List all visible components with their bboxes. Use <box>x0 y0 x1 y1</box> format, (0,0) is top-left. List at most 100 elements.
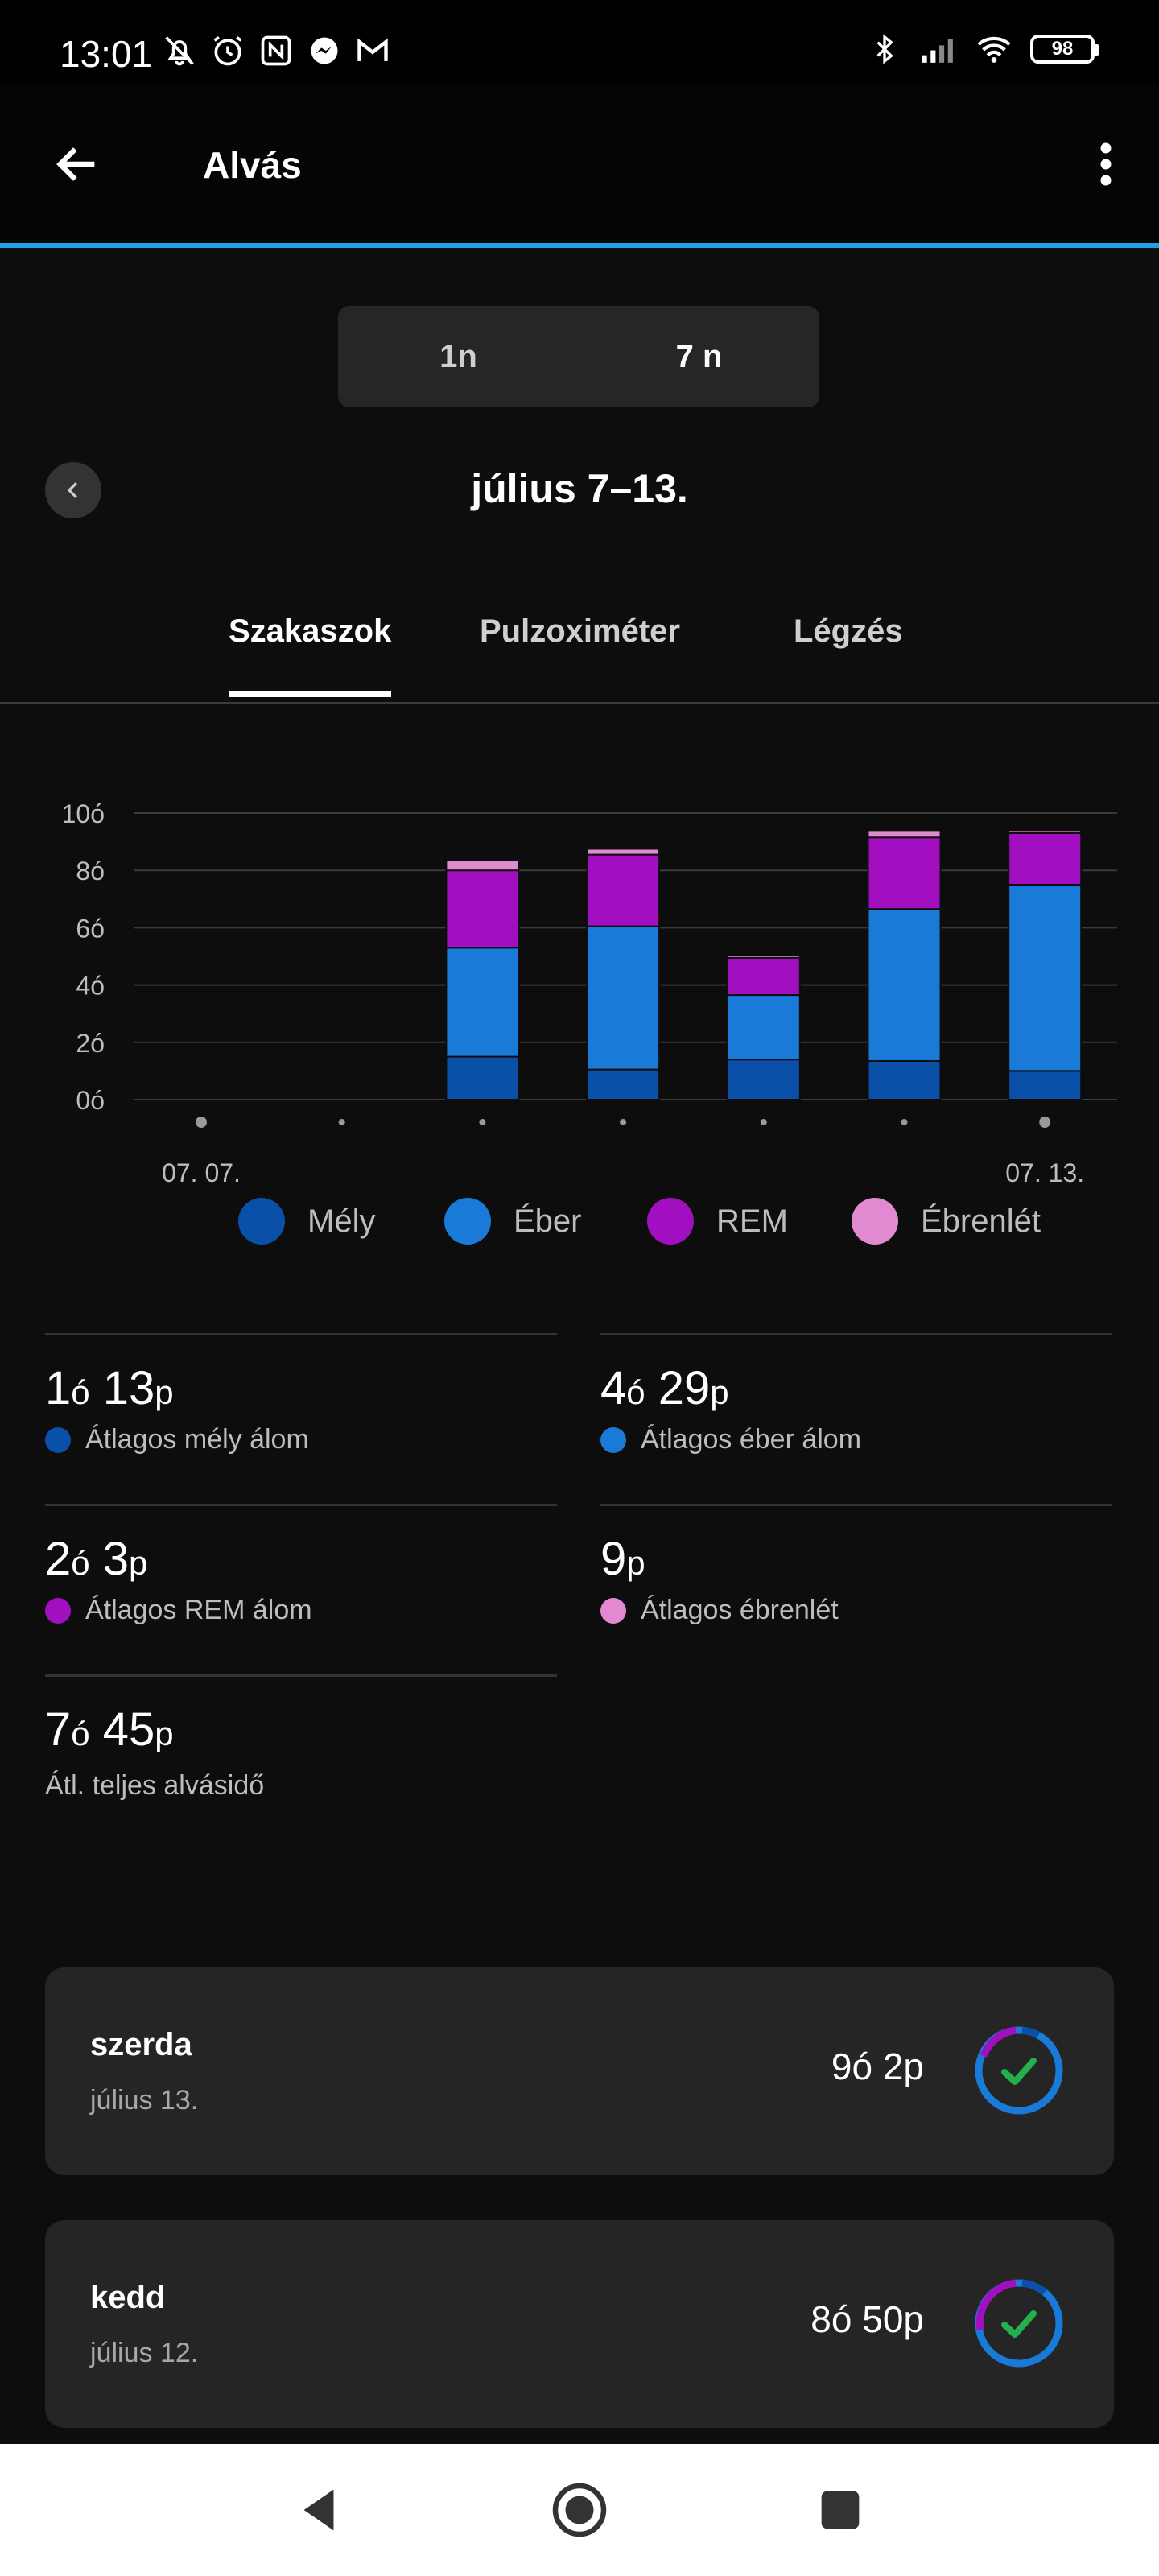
y-tick-label: 0ó <box>76 1086 105 1115</box>
legend-dot <box>238 1198 285 1245</box>
x-tick-dot <box>1039 1117 1051 1128</box>
bar-segment-ébrenlét <box>445 859 520 872</box>
y-tick-label: 10ó <box>62 799 105 828</box>
bar-segment-rem <box>586 853 661 927</box>
bar-segment-rem <box>726 956 801 997</box>
card-duration: 9ó 2p <box>831 2046 924 2087</box>
tab-legzes[interactable]: Légzés <box>794 613 903 649</box>
battery-icon: 98 <box>1030 35 1099 64</box>
bar-segment-ébrenlét <box>1008 829 1083 834</box>
more-vertical-icon <box>1100 142 1112 186</box>
chevron-left-icon <box>67 482 77 498</box>
nav-home-button[interactable] <box>549 2479 610 2541</box>
bar-segment-mély <box>1008 1070 1083 1100</box>
x-tick-label-last: 07. 13. <box>1005 1158 1084 1187</box>
day-card-kedd[interactable]: kedd július 12. 8ó 50p <box>45 2220 1114 2428</box>
square-recents-icon <box>821 2491 860 2529</box>
x-tick-dot <box>196 1117 207 1128</box>
x-tick-label-first: 07. 07. <box>162 1158 241 1187</box>
stat-avg-total: 7ó 45p Átl. teljes alvásidő <box>45 1674 557 1847</box>
awake-dot <box>600 1597 626 1624</box>
nav-back-button[interactable] <box>288 2479 349 2541</box>
bar-segment-rem <box>445 869 520 949</box>
bar-segment-mély <box>586 1068 661 1100</box>
messenger-icon <box>306 32 343 69</box>
card-day: szerda <box>90 2027 192 2062</box>
y-tick-label: 4ó <box>76 972 105 1001</box>
stat-label: Átlagos REM álom <box>45 1595 312 1626</box>
stat-value: 4ó 29p <box>600 1362 729 1414</box>
bar-segment-mély <box>445 1055 520 1101</box>
status-time: 13:01 <box>60 33 153 75</box>
nfc-icon <box>258 32 295 69</box>
nav-recents-button[interactable] <box>810 2479 871 2541</box>
stat-value: 2ó 3p <box>45 1533 148 1585</box>
y-tick-label: 8ó <box>76 857 105 886</box>
period-toggle: 1n 7 n <box>338 306 819 407</box>
sleep-ring-check-icon <box>975 2026 1063 2115</box>
stat-label: Átlagos ébrenlét <box>600 1595 839 1626</box>
bar-segment-ébrenlét <box>726 954 801 959</box>
status-icons-right: 98 <box>866 31 1099 68</box>
x-tick-dot <box>338 1119 345 1125</box>
overflow-menu-button[interactable] <box>1075 134 1136 195</box>
x-tick-dot <box>901 1119 908 1125</box>
bar-segment-mély <box>867 1059 942 1101</box>
status-icons-left <box>161 32 391 69</box>
legend-item-mely: Mély <box>238 1198 375 1245</box>
bar-segment-éber <box>586 925 661 1071</box>
legend-dot <box>647 1198 694 1245</box>
stat-avg-rem: 2ó 3p Átlagos REM álom <box>45 1504 557 1677</box>
tab-szakaszok[interactable]: Szakaszok <box>229 613 392 649</box>
stat-label: Átlagos mély álom <box>45 1424 309 1455</box>
signal-icon <box>921 31 958 68</box>
card-date: július 12. <box>90 2338 199 2368</box>
app-bar: Alvás <box>0 85 1159 243</box>
gmail-icon <box>354 32 391 69</box>
legend-item-eber: Éber <box>444 1198 582 1245</box>
x-tick-dot <box>760 1119 767 1125</box>
rem-dot <box>45 1597 71 1624</box>
card-duration: 8ó 50p <box>810 2298 924 2340</box>
back-button[interactable] <box>47 134 108 195</box>
legend-dot <box>852 1198 898 1245</box>
stat-avg-light: 4ó 29p Átlagos éber álom <box>600 1333 1112 1506</box>
legend-label: REM <box>716 1203 788 1239</box>
system-nav-bar <box>0 2444 1159 2576</box>
tab-bar: Szakaszok Pulzoximéter Légzés <box>0 602 1159 704</box>
previous-period-button[interactable] <box>45 462 101 518</box>
bar-segment-ébrenlét <box>867 829 942 839</box>
legend-label: Éber <box>514 1203 582 1239</box>
bar-segment-éber <box>1008 884 1083 1072</box>
accent-divider <box>0 243 1159 248</box>
x-tick-dot <box>620 1119 627 1125</box>
legend-item-rem: REM <box>647 1198 788 1245</box>
bar-segment-ébrenlét <box>586 848 661 856</box>
tab-pulzoximeter[interactable]: Pulzoximéter <box>480 613 680 649</box>
stat-label: Átl. teljes alvásidő <box>45 1770 265 1801</box>
bar-segment-éber <box>867 908 942 1062</box>
stat-value: 7ó 45p <box>45 1703 174 1756</box>
y-tick-label: 6ó <box>76 914 105 943</box>
sleep-ring-check-icon <box>975 2279 1063 2368</box>
bluetooth-icon <box>866 31 903 68</box>
stat-value: 1ó 13p <box>45 1362 174 1414</box>
x-tick-dot <box>479 1119 486 1125</box>
legend-label: Mély <box>307 1203 376 1239</box>
period-option-1n[interactable]: 1n <box>439 338 477 374</box>
sleep-stages-chart: 0ó 2ó 4ó 6ó 8ó 10ó 07. 07. 07. 13. <box>62 799 1117 1187</box>
stat-avg-awake: 9p Átlagos ébrenlét <box>600 1504 1112 1677</box>
period-option-7n[interactable]: 7 n <box>675 338 723 374</box>
triangle-back-icon <box>303 2489 334 2531</box>
status-bar: 13:01 98 <box>0 0 1159 85</box>
legend-label: Ébrenlét <box>921 1203 1041 1239</box>
chart-legend: Mély Éber REM Ébrenlét <box>0 1198 1159 1254</box>
page-title: Alvás <box>203 144 302 186</box>
y-tick-label: 2ó <box>76 1029 105 1058</box>
card-day: kedd <box>90 2280 166 2315</box>
bell-off-icon <box>161 32 198 69</box>
day-card-szerda[interactable]: szerda július 13. 9ó 2p <box>45 1967 1114 2175</box>
bar-segment-mély <box>726 1059 801 1101</box>
light-dot <box>600 1426 626 1453</box>
stat-value: 9p <box>600 1533 645 1585</box>
